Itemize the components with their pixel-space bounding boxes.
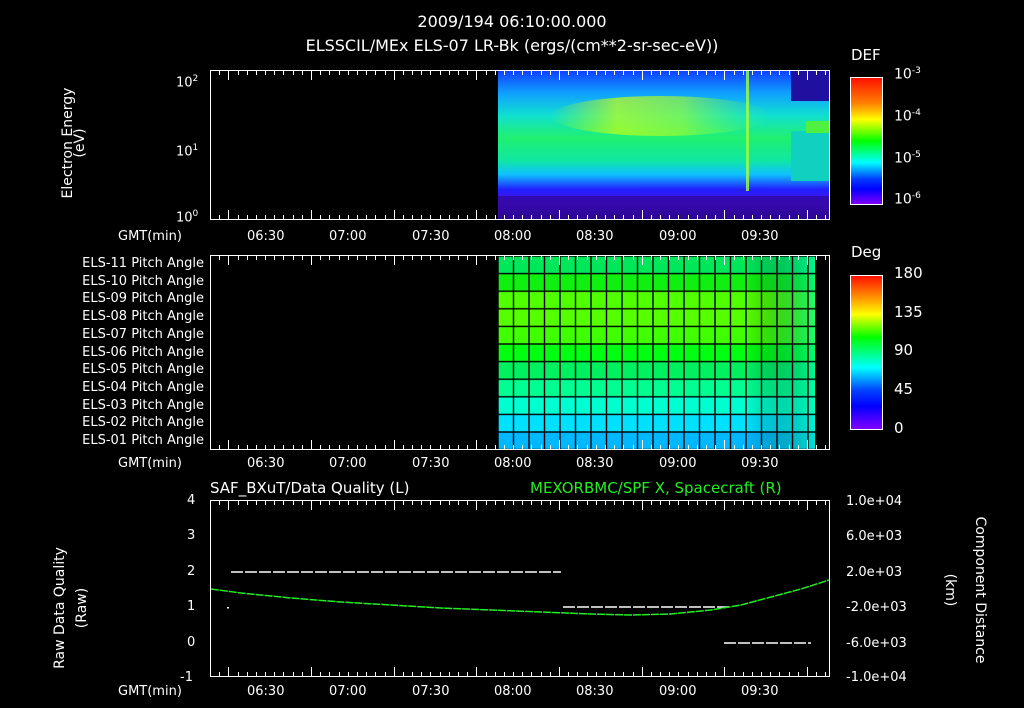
panel3-xtick-0630: 06:30 [247,684,285,699]
line-plot-image [211,571,829,644]
deg-cbar-label-180: 180 [894,264,923,282]
dist-ytick-2e3: 2.0e+03 [846,565,903,580]
def-colorbar [850,77,883,205]
spectrogram-image [498,71,829,219]
dq-ytick-4: 4 [187,493,196,508]
deg-cbar-label-0: 0 [894,419,904,437]
panel1-xtick-0800: 08:00 [494,229,532,244]
panel1-xtick-0830: 08:30 [576,229,614,244]
row-label-els-01: ELS-01 Pitch Angle [82,433,204,448]
deg-cbar-label-135: 135 [894,303,923,321]
row-label-els-11: ELS-11 Pitch Angle [82,256,204,271]
panel2-xtick-0930: 09:30 [741,456,779,471]
row-label-els-09: ELS-09 Pitch Angle [82,291,204,307]
dist-ytick-neg2e3: -2.0e+03 [846,600,907,615]
data-quality-ylabel: Raw Data Quality [52,547,68,669]
panel2-xtick-0900: 09:00 [659,456,697,471]
dist-ytick-6e3: 6.0e+03 [846,529,903,544]
pitch-angle-plot[interactable] [210,255,830,450]
panel2-xtick-0730: 07:30 [412,456,450,471]
panel1-xtick-0700: 07:00 [329,229,367,244]
plot-timestamp: 2009/194 06:10:00.000 [417,12,607,31]
panel1-xlabel: GMT(min) [118,229,182,244]
panel3-xlabel: GMT(min) [118,684,182,699]
energy-ytick-10: 101 [176,143,199,160]
deg-cbar-label-45: 45 [894,380,914,398]
energy-ylabel-units: (eV) [72,128,88,158]
panel2-xtick-0700: 07:00 [329,456,367,471]
dq-ytick-neg1: -1 [180,670,193,685]
row-label-els-05: ELS-05 Pitch Angle [82,362,204,378]
deg-cbar-label-90: 90 [894,341,914,359]
def-cbar-label-1e-6: 10-6 [894,191,921,208]
dq-ytick-2: 2 [187,564,196,579]
panel2-xtick-0830: 08:30 [576,456,614,471]
row-label-els-10: ELS-10 Pitch Angle [82,273,204,289]
panel1-xtick-0930: 09:30 [741,229,779,244]
panel3-left-title: SAF_BXuT/Data Quality (L) [210,479,410,497]
component-distance-ylabel: Component Distance [972,516,988,664]
panel1-xtick-0630: 06:30 [247,229,285,244]
row-label-els-08: ELS-08 Pitch Angle [82,309,204,325]
energy-ytick-100: 102 [176,74,199,91]
panel2-xlabel: GMT(min) [118,456,182,471]
def-cbar-label-1e-5: 10-5 [894,150,921,167]
panel3-xtick-0730: 07:30 [412,684,450,699]
panel3-xtick-0800: 08:00 [494,684,532,699]
dq-ytick-1: 1 [187,599,196,614]
dist-ytick-1e4: 1.0e+04 [846,494,903,509]
def-cbar-label-1e-4: 10-4 [894,108,921,125]
panel3-xtick-0930: 09:30 [741,684,779,699]
panel3-xtick-0830: 08:30 [576,684,614,699]
row-label-els-07: ELS-07 Pitch Angle [82,326,204,342]
row-label-els-06: ELS-06 Pitch Angle [82,344,204,360]
panel3-xtick-0700: 07:00 [329,684,367,699]
data-quality-ylabel-units: (Raw) [74,587,90,629]
row-label-els-02: ELS-02 Pitch Angle [82,415,204,431]
panel2-xtick-0800: 08:00 [494,456,532,471]
dist-ytick-neg1e4: -1.0e+04 [846,670,907,685]
energy-ytick-1: 100 [176,209,199,226]
component-distance-ylabel-units: (km) [942,573,958,607]
row-label-els-04: ELS-04 Pitch Angle [82,379,204,395]
row-label-els-03: ELS-03 Pitch Angle [82,397,204,413]
deg-colorbar [850,275,883,430]
plot-subtitle: ELSSCIL/MEx ELS-07 LR-Bk (ergs/(cm**2-sr… [305,36,719,55]
dist-ytick-neg6e3: -6.0e+03 [846,636,907,651]
spectrogram-plot[interactable] [210,70,830,220]
def-cbar-label-1e-3: 10-3 [894,66,921,83]
deg-colorbar-title: Deg [851,243,882,261]
pitch-angle-image [498,256,815,449]
dq-ytick-0: 0 [187,635,196,650]
panel3-xtick-0900: 09:00 [659,684,697,699]
panel1-xtick-0900: 09:00 [659,229,697,244]
panel2-xtick-0630: 06:30 [247,456,285,471]
panel1-xtick-0730: 07:30 [412,229,450,244]
line-plot[interactable] [210,500,830,677]
panel3-right-title: MEXORBMC/SPF X, Spacecraft (R) [530,479,782,497]
dq-ytick-3: 3 [187,528,196,543]
def-colorbar-title: DEF [851,46,881,64]
